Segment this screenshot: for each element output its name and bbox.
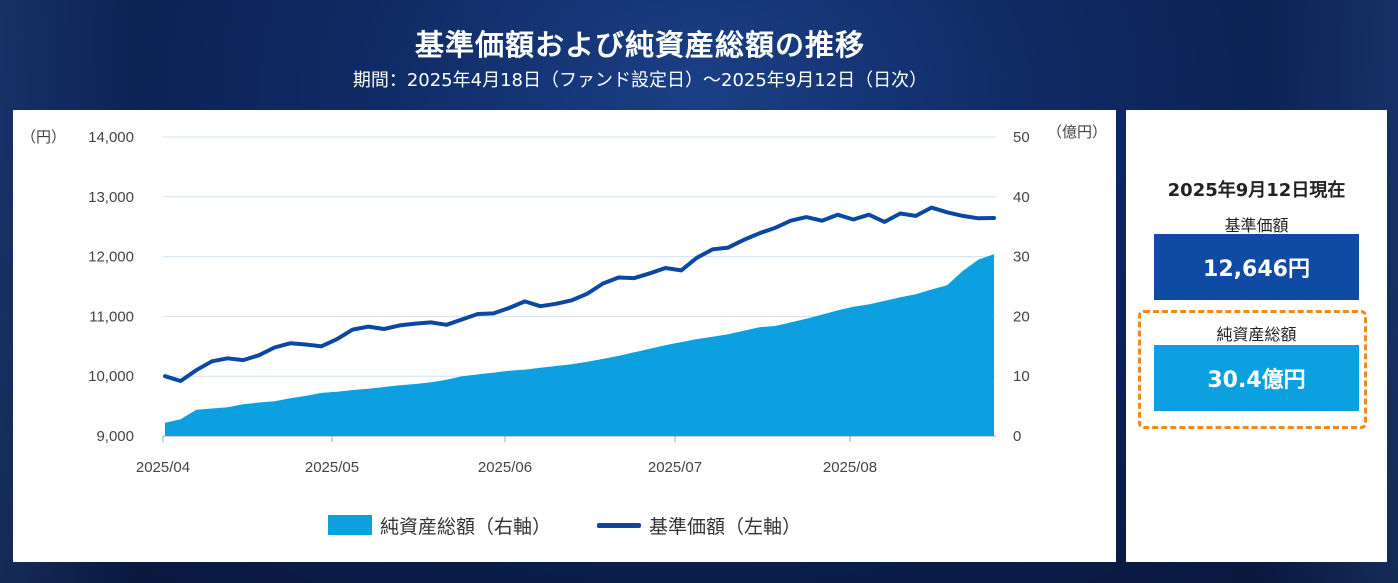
net-assets-label: 純資産総額 xyxy=(1216,325,1297,344)
chart-canvas: 14,000 50 13,000 40 12,000 30 11,000 20 10,000 10… xyxy=(21,123,1107,476)
net-assets-value: 30.4億円 xyxy=(1207,368,1306,393)
right-axis-tick-label: 0 xyxy=(1013,428,1021,445)
left-axis-unit: （円） xyxy=(21,128,66,146)
page-subtitle: 期間：2025年4月18日（ファンド設定日）～2025年9月12日（日次） xyxy=(352,70,928,91)
nav-value-box: 12,646円 xyxy=(1154,234,1359,300)
nav-line xyxy=(163,205,996,383)
net-assets-value-box: 30.4億円 xyxy=(1154,345,1359,411)
left-axis-tick-label: 11,000 xyxy=(89,308,134,325)
left-axis-tick-label: 9,000 xyxy=(96,428,134,445)
x-axis-tick-label: 2025/05 xyxy=(305,459,359,476)
left-axis-tick-label: 13,000 xyxy=(88,189,134,206)
x-axis-tick-label: 2025/07 xyxy=(648,459,702,476)
net-assets-area xyxy=(165,254,994,436)
x-axis-tick-label: 2025/06 xyxy=(478,459,532,476)
highlight-dashed-frame xyxy=(1138,310,1367,429)
right-axis-tick-label: 30 xyxy=(1013,249,1030,266)
left-axis-tick-label: 14,000 xyxy=(88,129,134,146)
left-axis-tick-label: 10,000 xyxy=(88,368,134,385)
chart-legend: 純資産総額（右軸） 基準価額（左軸） xyxy=(13,510,1116,540)
right-axis-tick-label: 40 xyxy=(1013,189,1030,206)
legend-swatch-line xyxy=(597,522,641,528)
legend-swatch-area xyxy=(327,515,372,535)
nav-value: 12,646円 xyxy=(1203,257,1310,282)
legend-label-net-assets: 純資産総額（右軸） xyxy=(379,515,551,538)
right-axis-tick-label: 50 xyxy=(1013,129,1030,146)
page-title: 基準価額および純資産総額の推移 xyxy=(414,28,865,62)
right-axis-unit: （億円） xyxy=(1047,123,1107,141)
left-axis-tick-label: 12,000 xyxy=(88,249,134,266)
x-axis-tick-label: 2025/04 xyxy=(136,459,190,476)
as-of-date: 2025年9月12日現在 xyxy=(1167,180,1346,201)
legend-label-nav: 基準価額（左軸） xyxy=(649,515,802,538)
right-axis-tick-label: 10 xyxy=(1013,368,1030,385)
nav-label: 基準価額 xyxy=(1224,216,1289,235)
legend-item-nav: 基準価額（左軸） xyxy=(597,512,801,539)
summary-panel: 2025年9月12日現在 基準価額 12,646円 純資産総額 30.4億円 xyxy=(1126,110,1387,562)
right-axis-tick-label: 20 xyxy=(1013,308,1030,325)
chart-panel: 14,000 50 13,000 40 12,000 30 11,000 20 10,000 10… xyxy=(13,110,1116,562)
legend-item-net-assets: 純資産総額（右軸） xyxy=(327,512,551,539)
x-axis-tick-label: 2025/08 xyxy=(823,459,877,476)
